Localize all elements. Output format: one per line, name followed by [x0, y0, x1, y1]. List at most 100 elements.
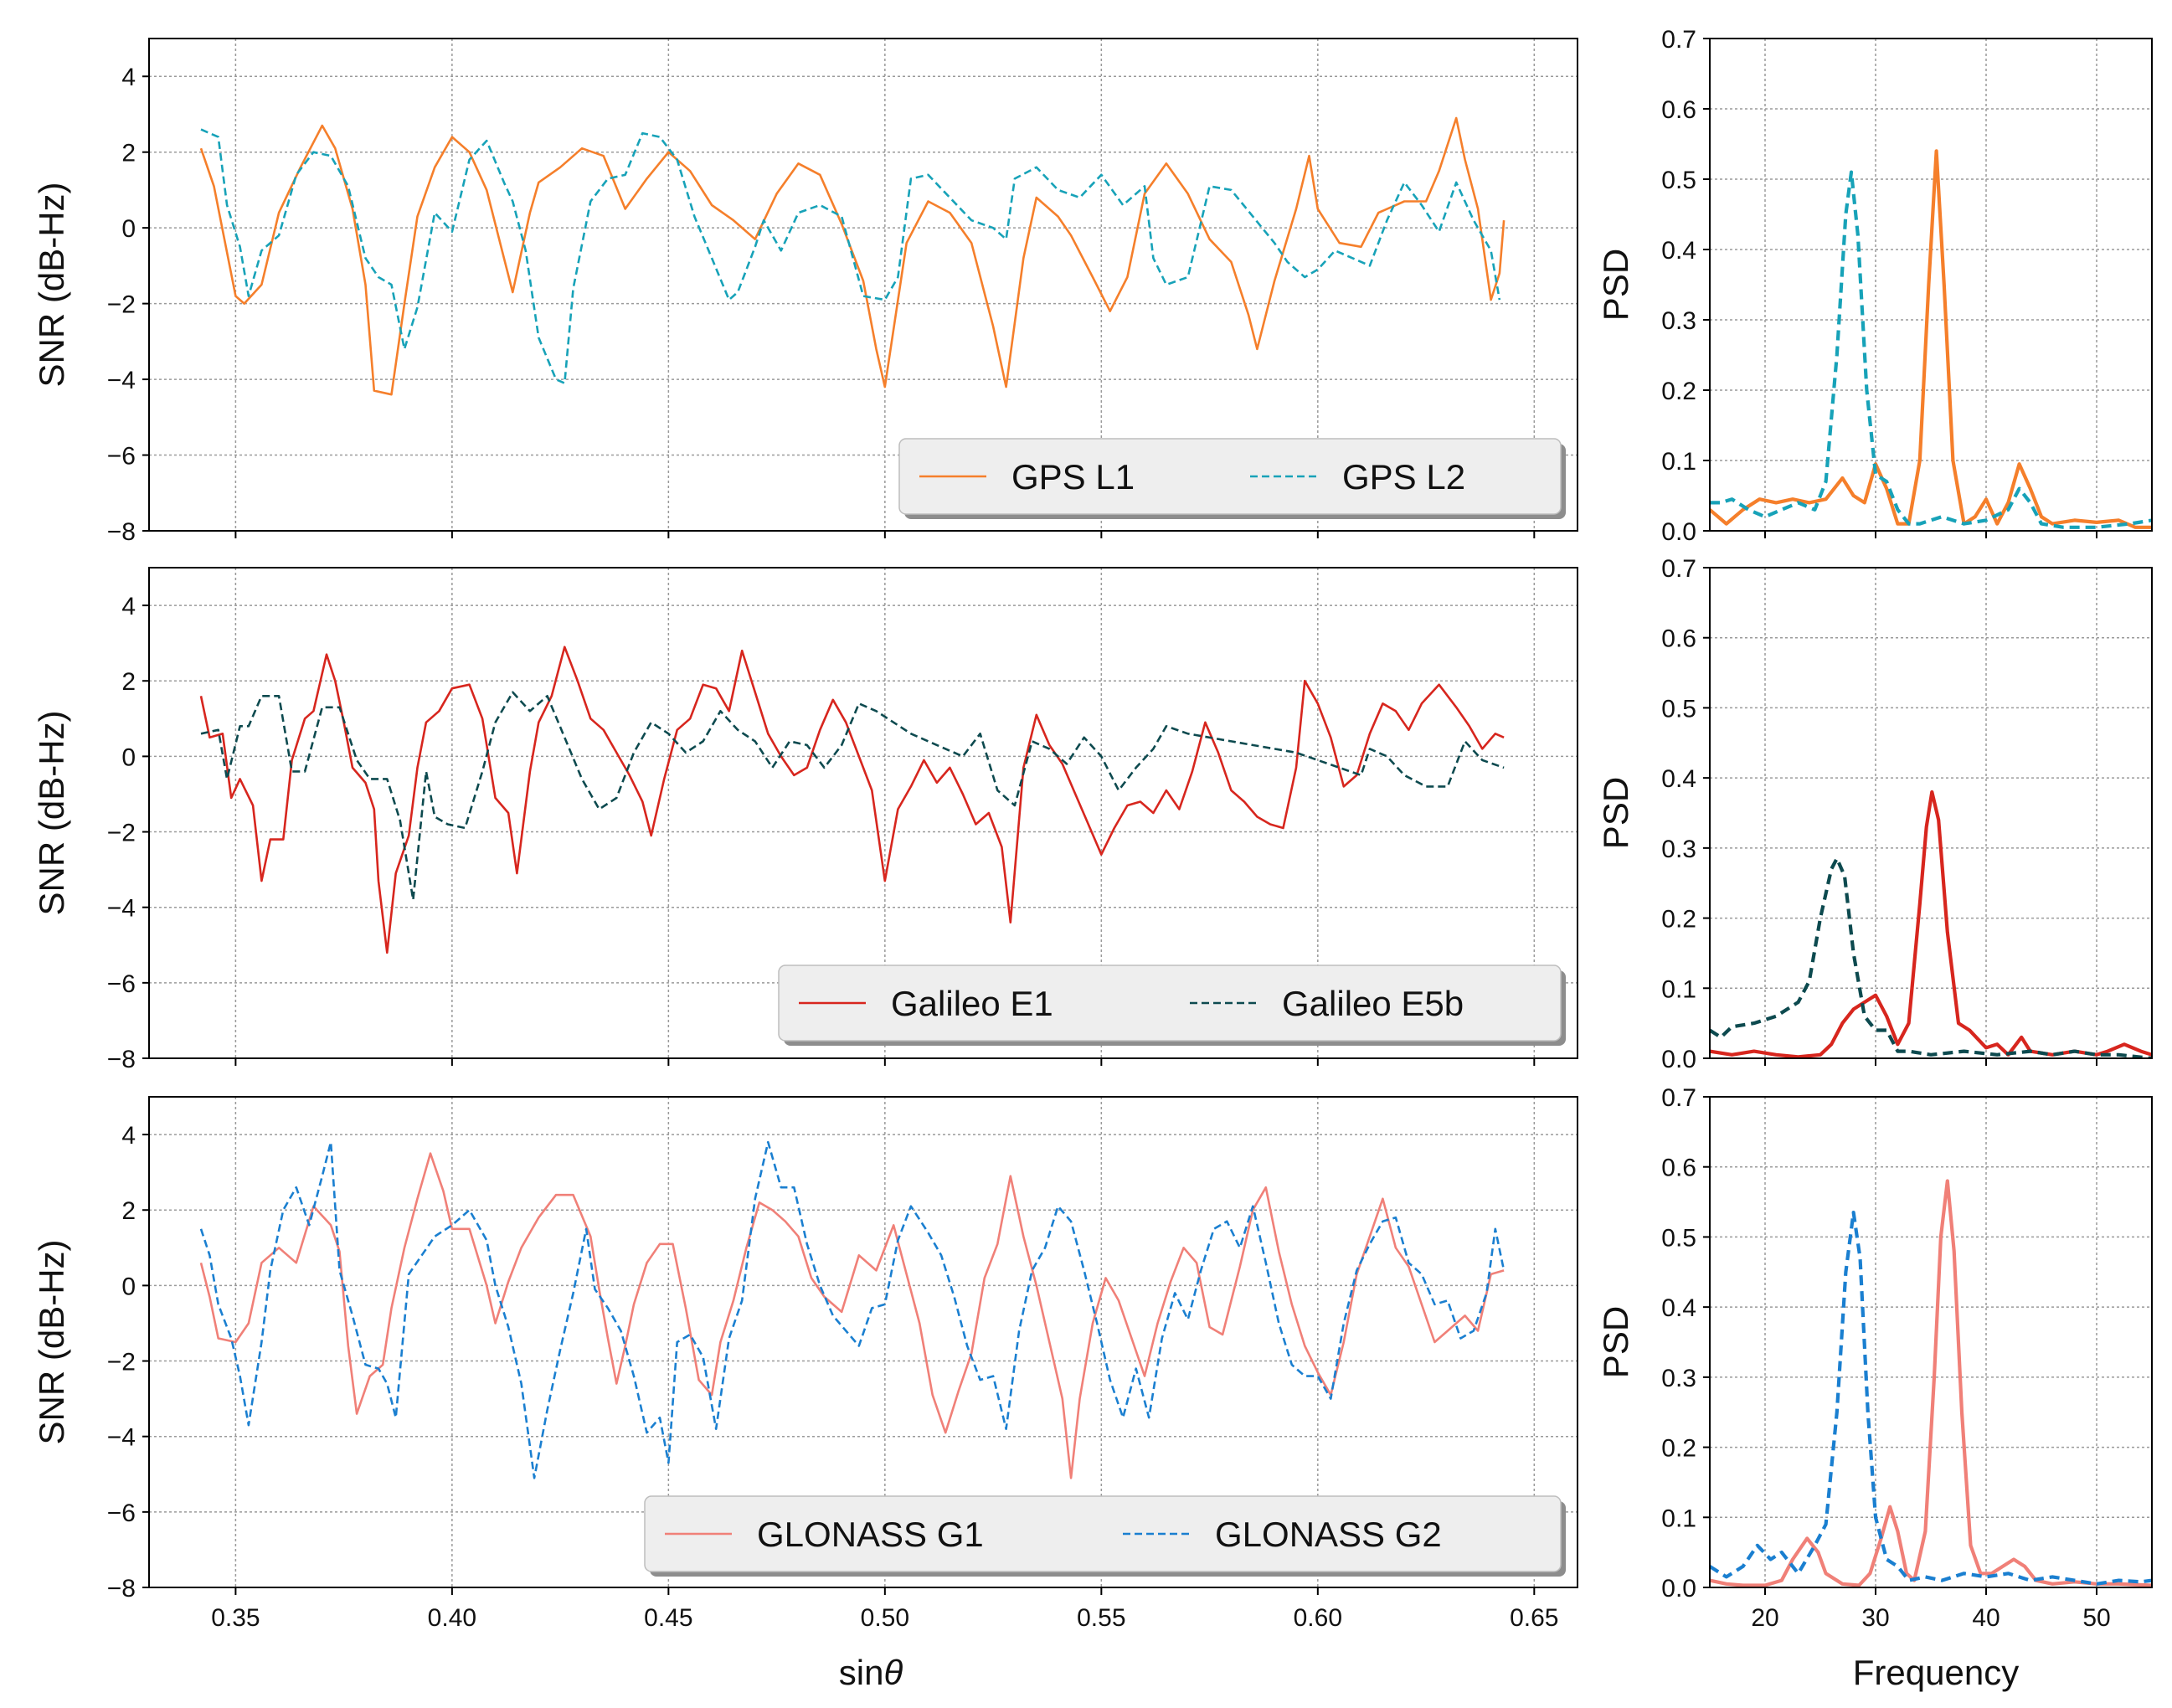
snr-xlabel: sinθ	[839, 1653, 903, 1692]
y-tick-label: 0.1	[1661, 975, 1696, 1003]
series-line-gps-l2	[200, 128, 1501, 384]
y-tick-label: 0.6	[1661, 96, 1696, 124]
series-group	[199, 1140, 1505, 1479]
legend-label: GPS L1	[1011, 457, 1135, 496]
y-tick-label: 0.4	[1661, 765, 1696, 793]
y-axis-label: PSD	[1596, 777, 1635, 849]
axes-frame	[148, 1096, 1578, 1588]
x-tick-label: 0.65	[1510, 1604, 1558, 1632]
y-tick-label: 0.6	[1661, 625, 1696, 653]
x-tick-label: 50	[2082, 1604, 2110, 1632]
y-tick-label: 0.4	[1661, 1294, 1696, 1322]
y-tick-label: −4	[107, 1424, 136, 1452]
y-axis-label: SNR (dB-Hz)	[32, 710, 71, 915]
y-tick-label: 0.0	[1661, 1046, 1696, 1073]
y-tick-label: 0.3	[1661, 1365, 1696, 1392]
y-tick-label: 2	[121, 140, 136, 167]
y-tick-label: −2	[107, 1349, 136, 1376]
x-tick-label: 40	[1972, 1604, 2000, 1632]
y-tick-label: −8	[107, 1046, 136, 1073]
y-tick-label: 0.1	[1661, 448, 1696, 476]
y-tick-label: −2	[107, 291, 136, 319]
y-tick-label: −4	[107, 367, 136, 394]
y-tick-label: 0.2	[1661, 906, 1696, 934]
ticks: −8 −6 −4 −2 0 2 4	[107, 593, 1536, 1073]
y-tick-label: 0.7	[1661, 26, 1696, 54]
x-tick-label: 0.40	[428, 1604, 476, 1632]
x-tick-label: 0.35	[211, 1604, 260, 1632]
y-axis-label: PSD	[1596, 249, 1635, 321]
grid	[149, 39, 1578, 531]
y-tick-label: 4	[121, 64, 136, 91]
x-tick-label: 20	[1751, 1604, 1778, 1632]
y-tick-label: 0.7	[1661, 555, 1696, 583]
ticks: 0.0 0.1 0.2 0.3 0.4 0.5 0.6 0.7	[1661, 555, 2097, 1073]
y-tick-label: 0.2	[1661, 378, 1696, 405]
y-tick-label: 2	[121, 1197, 136, 1225]
grid	[1710, 39, 2152, 531]
panel-3: 0.0 0.1 0.2 0.3 0.4 0.5 0.6 0.7 PSD	[1596, 555, 2153, 1073]
y-tick-label: 0.5	[1661, 1224, 1696, 1252]
series-line-glonass-g1	[199, 1152, 1505, 1479]
panel-1: 0.0 0.1 0.2 0.3 0.4 0.5 0.6 0.7 PSD	[1596, 26, 2153, 546]
panel-0: −8 −6 −4 −2 0 2 4 SNR (dB-Hz) GPS L1 GPS L2	[32, 38, 1578, 546]
y-tick-label: −6	[107, 1500, 136, 1527]
x-tick-label: 0.50	[861, 1604, 909, 1632]
ticks: −8 −6 −4 −2 0 2 4	[107, 64, 1536, 546]
y-tick-label: −8	[107, 518, 136, 546]
y-tick-label: 0	[121, 743, 136, 771]
y-axis-label: SNR (dB-Hz)	[32, 1239, 71, 1444]
y-tick-label: 0.6	[1661, 1155, 1696, 1182]
series-group	[199, 116, 1505, 396]
y-tick-label: −2	[107, 820, 136, 847]
grid	[1710, 568, 2152, 1058]
axes-frame	[1709, 567, 2153, 1059]
legend-label: Galileo E5b	[1282, 984, 1464, 1023]
y-tick-label: 0.4	[1661, 237, 1696, 265]
axes-frame	[1709, 1096, 2153, 1588]
y-tick-label: 0	[121, 215, 136, 243]
panel-4: −8 −6 −4 −2 0 2 4 0.35 0.40 0.45 0.50 0.55 0.60 0.65 S…	[32, 1096, 1578, 1632]
series-group	[199, 646, 1505, 954]
series-group	[1710, 149, 2152, 529]
y-tick-label: −6	[107, 970, 136, 998]
series-line-gps-l1	[199, 116, 1505, 396]
grid	[149, 568, 1578, 1058]
ticks: 0.0 0.1 0.2 0.3 0.4 0.5 0.6 0.7	[1661, 26, 2097, 546]
series-line-gps-l2	[1710, 170, 2152, 529]
legend: Galileo E1 Galileo E5b	[778, 965, 1566, 1046]
psd-xlabel: Frequency	[1853, 1653, 2019, 1692]
series-group	[1710, 790, 2152, 1058]
series-line-galileo-e1	[1710, 790, 2152, 1058]
y-tick-label: 0.5	[1661, 695, 1696, 723]
grid	[1710, 1097, 2152, 1587]
y-axis-label: PSD	[1596, 1306, 1635, 1378]
legend-box	[778, 965, 1562, 1042]
ticks: −8 −6 −4 −2 0 2 4 0.35 0.40 0.45 0.50 0.55 0.60 0.65	[107, 1122, 1559, 1632]
legend-label: GLONASS G2	[1215, 1515, 1442, 1554]
legend-box	[644, 1495, 1562, 1572]
series-group	[1710, 1179, 2152, 1587]
y-tick-label: 0.3	[1661, 836, 1696, 863]
x-tick-label: 0.60	[1294, 1604, 1342, 1632]
series-line-galileo-e1	[199, 646, 1505, 954]
axes-frame	[148, 38, 1578, 532]
y-tick-label: 4	[121, 593, 136, 620]
series-line-glonass-g2	[1710, 1211, 2152, 1586]
y-tick-label: 2	[121, 668, 136, 696]
legend-box	[898, 438, 1562, 515]
x-tick-label: 0.45	[644, 1604, 692, 1632]
y-tick-label: 0.3	[1661, 307, 1696, 335]
legend-label: GLONASS G1	[757, 1515, 984, 1554]
y-tick-label: −6	[107, 443, 136, 471]
y-tick-label: 0.1	[1661, 1505, 1696, 1532]
panel-5: 0.0 0.1 0.2 0.3 0.4 0.5 0.6 0.7 20 30 40 50 PSD	[1596, 1084, 2153, 1632]
y-tick-label: 0.0	[1661, 1575, 1696, 1603]
ticks: 0.0 0.1 0.2 0.3 0.4 0.5 0.6 0.7 20 30 40 50	[1661, 1084, 2110, 1632]
axes-frame	[1709, 38, 2153, 532]
series-line-galileo-e5b	[200, 691, 1505, 901]
series-line-glonass-g1	[1710, 1179, 2152, 1587]
y-tick-label: −8	[107, 1575, 136, 1603]
